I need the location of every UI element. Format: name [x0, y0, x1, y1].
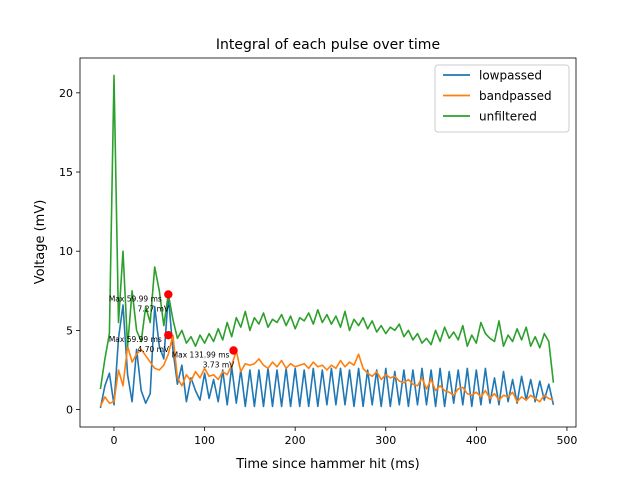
x-axis-ticks: 0 100 200 300 400 500: [110, 427, 577, 447]
x-tick-label-200: 200: [285, 434, 306, 447]
legend-label-lowpassed: lowpassed: [479, 69, 542, 83]
chart-title: Integral of each pulse over time: [216, 37, 440, 53]
annotation-1-line2: 7.27 mV: [138, 304, 170, 313]
x-tick-label-500: 500: [556, 434, 577, 447]
annotation-2-line2: 4.70 mV: [138, 345, 170, 354]
y-tick-label-15: 15: [59, 166, 73, 179]
max-marker-1: [164, 290, 173, 299]
series-line-unfiltered: [99, 74, 555, 390]
x-axis-label: Time since hammer hit (ms): [235, 457, 420, 472]
legend-items: lowpassed bandpassed unfiltered: [443, 69, 552, 124]
legend-label-bandpassed: bandpassed: [479, 89, 552, 103]
y-tick-label-20: 20: [59, 87, 73, 100]
max-marker-3: [229, 346, 238, 355]
x-tick-label-0: 0: [110, 434, 117, 447]
annotation-2-line1: Max 59.99 ms: [109, 335, 162, 344]
y-tick-label-0: 0: [66, 404, 73, 417]
legend: lowpassed bandpassed unfiltered: [434, 64, 570, 133]
max-marker-2: [164, 330, 173, 340]
x-tick-label-400: 400: [466, 434, 487, 447]
series-layer: [99, 74, 555, 409]
legend-label-unfiltered: unfiltered: [479, 110, 537, 124]
marker-layer: [164, 290, 238, 355]
y-axis-ticks: 0 5 10 15 20: [59, 87, 80, 417]
y-tick-label-10: 10: [59, 245, 73, 258]
annotation-3-line2: 3.73 mV: [203, 361, 235, 370]
plot-frame: [79, 57, 577, 428]
y-axis-label: Voltage (mV): [33, 200, 48, 285]
series-line-bandpassed: [99, 334, 554, 407]
y-tick-label-5: 5: [66, 324, 73, 337]
annotation-1-line1: Max 59.99 ms: [109, 294, 162, 303]
x-tick-label-100: 100: [194, 434, 215, 447]
x-tick-label-300: 300: [375, 434, 396, 447]
series-line-lowpassed: [99, 294, 555, 409]
annotation-3-line1: Max 131.99 ms: [172, 351, 230, 360]
